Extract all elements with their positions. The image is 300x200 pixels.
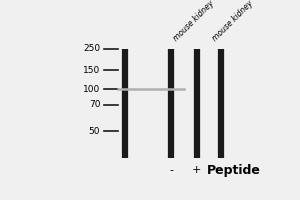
Text: 70: 70 (89, 100, 100, 109)
Text: 100: 100 (83, 85, 100, 94)
Text: 50: 50 (89, 127, 100, 136)
Text: 250: 250 (83, 44, 100, 53)
Text: mouse kidney: mouse kidney (211, 0, 255, 43)
Text: mouse kidney: mouse kidney (171, 0, 215, 43)
Text: Peptide: Peptide (207, 164, 261, 177)
Text: -: - (169, 165, 173, 175)
Text: +: + (192, 165, 202, 175)
Text: 150: 150 (83, 66, 100, 75)
